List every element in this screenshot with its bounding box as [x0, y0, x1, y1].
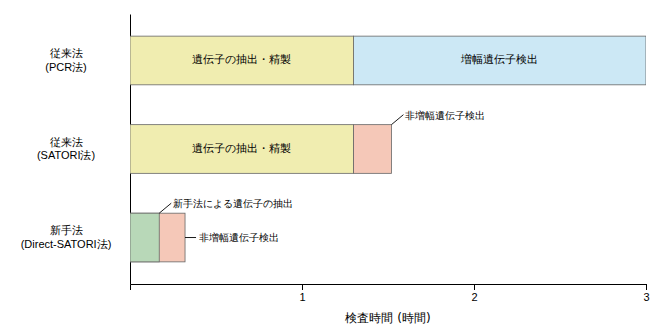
- x-tick: 3: [643, 284, 649, 303]
- y-tick-label: 新手法 (Direct-SATORI法): [21, 224, 112, 249]
- bar: [130, 36, 354, 85]
- bar: [130, 125, 354, 174]
- y-tick: 新手法 (Direct-SATORI法): [21, 224, 112, 249]
- bars: [130, 36, 646, 262]
- x-tick-mark: [302, 284, 303, 290]
- bar: [354, 36, 646, 85]
- leader-line: [159, 203, 171, 213]
- x-axis-line: [131, 285, 647, 291]
- y-tick: 従来法(SATORI法): [37, 136, 95, 161]
- x-tick-label: 3: [643, 291, 649, 303]
- x-tick: 1: [299, 284, 305, 303]
- x-tick-mark: [474, 284, 475, 290]
- bar-label: 遺伝子の抽出・精製: [192, 142, 291, 155]
- x-tick: 2: [471, 284, 477, 303]
- bar: [130, 213, 185, 262]
- annotation: 新手法による遺伝子の抽出: [173, 198, 293, 209]
- y-tick-label-line: 新手法: [50, 224, 83, 236]
- y-axis: 新手法(Direct-SATORI法)従来法(SATORI法)従来法(PCR法): [21, 15, 131, 285]
- x-axis: 1 2 3: [131, 284, 650, 303]
- y-tick-label-line: (Direct-SATORI法): [21, 238, 112, 250]
- leader-line: [391, 115, 403, 125]
- annotation: 非増幅遺伝子検出: [199, 232, 279, 243]
- bar: [130, 213, 159, 262]
- bar: [354, 125, 392, 174]
- y-tick-label-line: 従来法: [50, 47, 83, 59]
- y-tick-label-line: 従来法: [50, 136, 83, 148]
- plot: 123新手法(Direct-SATORI法)従来法(SATORI法)従来法(PC…: [21, 15, 650, 303]
- bar-label: 遺伝子の抽出・精製: [192, 53, 291, 66]
- leader-line: [185, 237, 196, 238]
- y-tick-label-line: (PCR法): [45, 61, 87, 73]
- x-axis-title: 検査時間 (時間): [345, 311, 430, 325]
- bar-texts: 新手法による遺伝子の抽出非増幅遺伝子検出遺伝子の抽出・精製非増幅遺伝子検出遺伝子…: [159, 53, 538, 242]
- annotation: 非増幅遺伝子検出: [405, 110, 485, 121]
- y-tick-label: 従来法(SATORI法): [37, 136, 95, 161]
- x-tick-mark: [646, 284, 647, 290]
- bar-label: 増幅遺伝子検出: [460, 53, 538, 66]
- x-tick-label: 1: [299, 291, 305, 303]
- y-tick-label-line: (SATORI法): [37, 149, 95, 161]
- chart: 123新手法(Direct-SATORI法)従来法(SATORI法)従来法(PC…: [0, 0, 670, 330]
- y-tick: 従来法 (PCR法): [45, 47, 87, 72]
- x-tick-label: 2: [471, 291, 477, 303]
- y-tick-label: 従来法 (PCR法): [45, 47, 87, 72]
